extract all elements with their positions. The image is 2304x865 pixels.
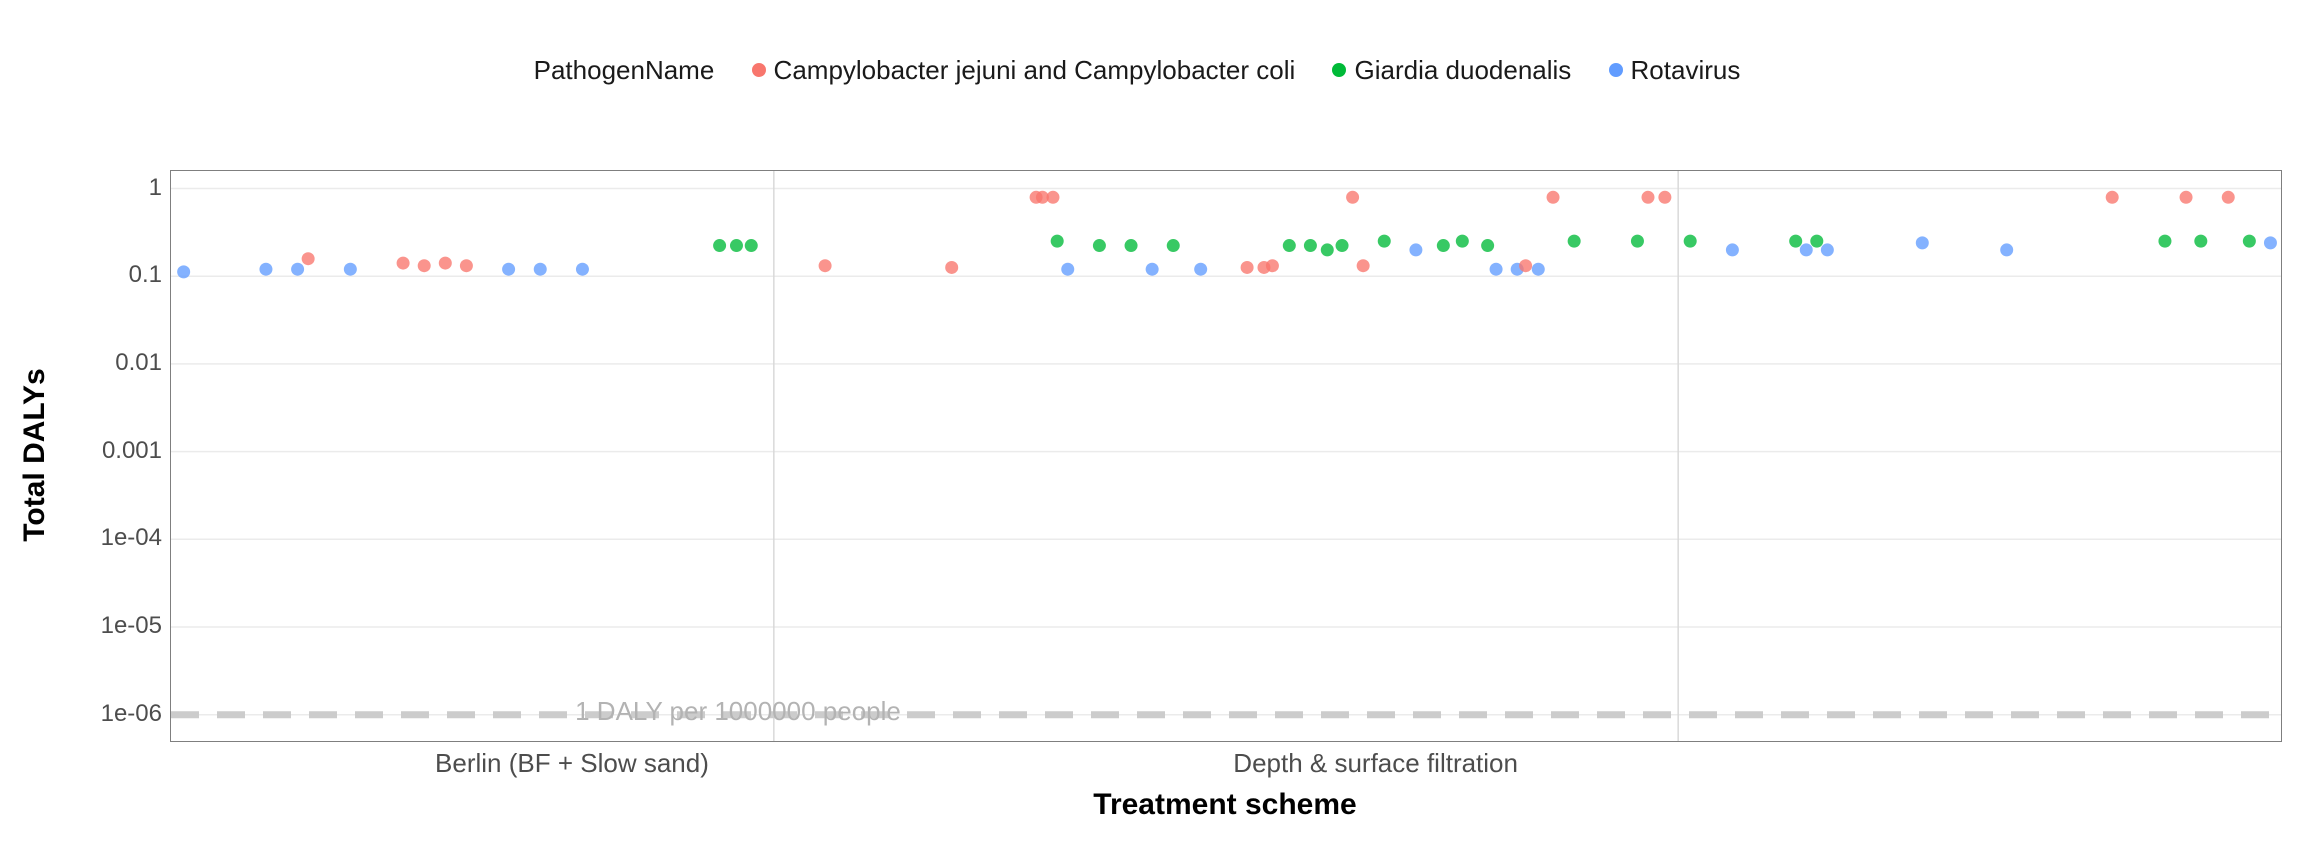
legend-label: Giardia duodenalis <box>1354 55 1571 85</box>
x-tick-label: Berlin (BF + Slow sand) <box>435 748 709 779</box>
x-axis-title: Treatment scheme <box>1093 788 1356 822</box>
x-tick-label: Depth & surface filtration <box>1233 748 1518 779</box>
plot-area <box>170 170 2282 742</box>
legend: PathogenName Campylobacter jejuni and Ca… <box>0 55 2304 86</box>
legend-item-giardia: Giardia duodenalis <box>1332 55 1578 85</box>
legend-label: Rotavirus <box>1631 55 1741 85</box>
legend-item-rotavirus: Rotavirus <box>1609 55 1741 85</box>
legend-swatch-icon <box>752 63 766 77</box>
legend-swatch-icon <box>1609 63 1623 77</box>
plot-svg <box>171 171 2281 741</box>
y-tick-label: 1 <box>0 174 162 202</box>
chart-container: PathogenName Campylobacter jejuni and Ca… <box>0 0 2304 865</box>
reference-annotation: 1 DALY per 1000000 people <box>575 696 901 727</box>
y-axis-title: Total DALYs <box>18 368 52 541</box>
legend-item-campylobacter: Campylobacter jejuni and Campylobacter c… <box>752 55 1303 85</box>
y-tick-label: 1e-05 <box>0 612 162 640</box>
legend-label: Campylobacter jejuni and Campylobacter c… <box>774 55 1296 85</box>
legend-swatch-icon <box>1332 63 1346 77</box>
legend-title: PathogenName <box>534 55 715 85</box>
y-tick-label: 0.1 <box>0 261 162 289</box>
y-tick-label: 1e-06 <box>0 700 162 728</box>
